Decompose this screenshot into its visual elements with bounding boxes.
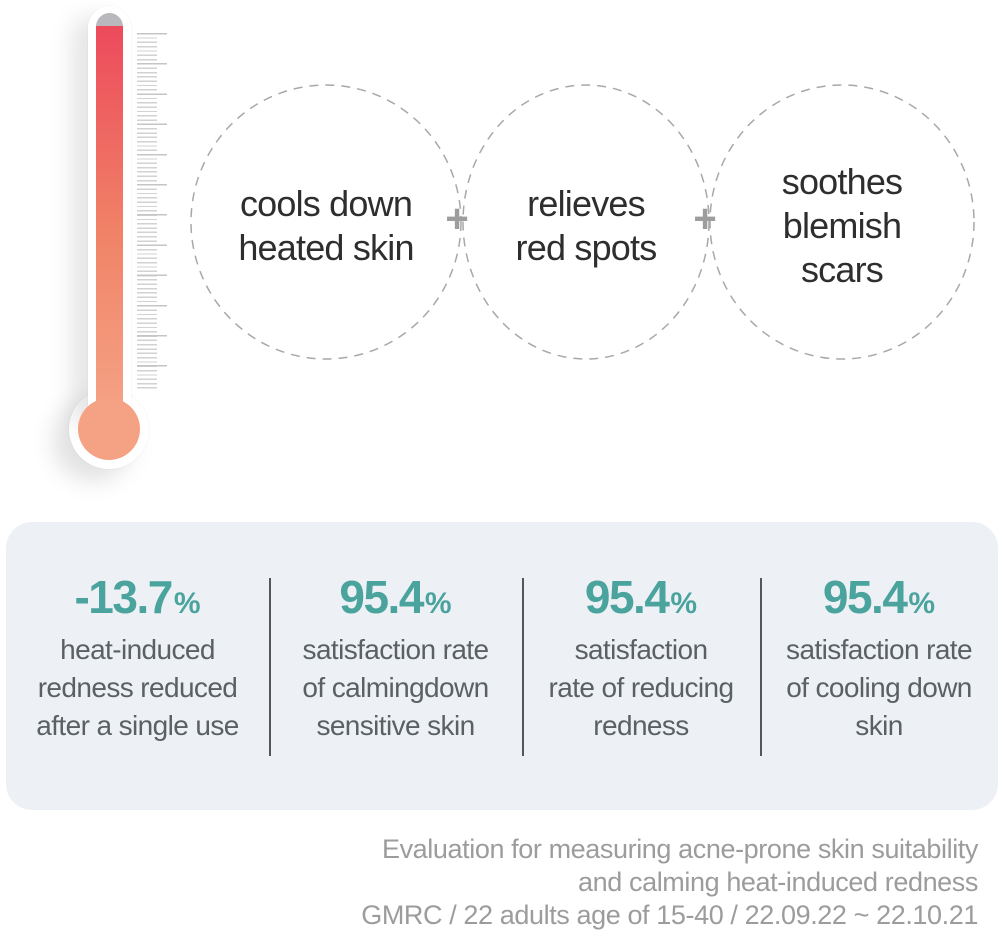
stat-column-redness-reduced: -13.7% heat-induced redness reduced afte… [6, 574, 269, 810]
stat-percent-sign: % [670, 587, 698, 620]
stat-percent-sign: % [173, 587, 201, 620]
stat-value: 95.4% [339, 571, 452, 623]
column-divider [760, 578, 762, 756]
column-divider [269, 578, 271, 756]
stat-percent-sign: % [424, 587, 452, 620]
column-divider [522, 578, 524, 756]
benefit-circle-3-label: soothes blemish scars [781, 161, 903, 290]
thermometer-ruler-major-ticks [137, 33, 167, 389]
stat-column-calming-satisfaction: 95.4% satisfaction rate of calmingdown s… [269, 574, 522, 810]
thermometer-bulb-fill [78, 398, 140, 460]
plus-icon: + [445, 197, 469, 241]
stat-label: satisfaction rate of reducing redness [548, 634, 735, 741]
stats-panel: -13.7% heat-induced redness reduced afte… [6, 522, 998, 810]
benefit-circle-2-label: relieves red spots [515, 183, 658, 268]
evaluation-footnote: Evaluation for measuring acne-prone skin… [361, 834, 978, 930]
stat-value: 95.4% [584, 571, 698, 623]
stat-percent-sign: % [908, 587, 936, 620]
stat-value: 95.4% [822, 571, 936, 623]
stat-column-cooling-satisfaction: 95.4% satisfaction rate of cooling down … [760, 574, 998, 810]
stat-label: satisfaction rate of cooling down skin [786, 634, 973, 741]
benefit-circle-1-label: cools down heated skin [238, 183, 414, 268]
stat-label: heat-induced redness reduced after a sin… [36, 634, 239, 741]
stat-label: satisfaction rate of calmingdown sensiti… [302, 634, 489, 741]
plus-icon: + [693, 197, 717, 241]
stat-value: -13.7% [74, 571, 201, 623]
benefit-circles-graphic [190, 84, 975, 360]
stat-column-reducing-redness-satisfaction: 95.4% satisfaction rate of reducing redn… [522, 574, 760, 810]
thermometer-liquid [96, 26, 123, 406]
